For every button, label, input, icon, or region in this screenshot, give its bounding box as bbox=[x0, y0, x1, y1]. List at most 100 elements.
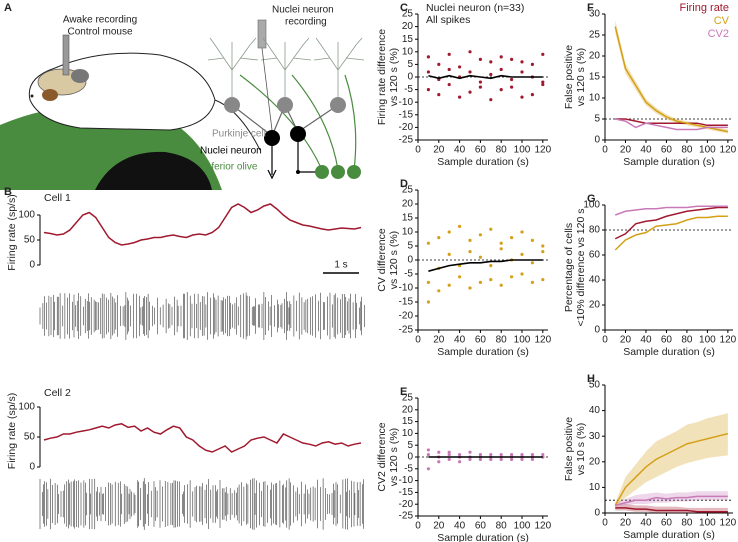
point bbox=[458, 224, 462, 228]
panel: H 0 10 20 30 40 50 0 20 40 60 80 100 120 Sample durati… bbox=[563, 373, 737, 541]
series-line bbox=[43, 423, 362, 453]
purkinje-cell bbox=[277, 97, 293, 113]
point bbox=[447, 453, 451, 457]
y-tick-label: 10 bbox=[589, 93, 601, 104]
y-tick-label: -20 bbox=[399, 122, 414, 133]
point bbox=[530, 93, 535, 97]
y-tick-label: -25 bbox=[399, 325, 414, 336]
panel-letter: A bbox=[4, 2, 12, 14]
x-tick-label: 20 bbox=[620, 335, 632, 346]
x-tick-label: 120 bbox=[534, 521, 551, 532]
y-tick-label: 30 bbox=[589, 9, 601, 20]
point bbox=[530, 457, 535, 461]
point bbox=[426, 300, 430, 304]
point bbox=[499, 283, 503, 287]
point bbox=[489, 60, 493, 64]
series-line bbox=[614, 26, 729, 133]
x-tick-label: 60 bbox=[475, 521, 487, 532]
y-axis-label: vs 120 s (%) bbox=[388, 48, 400, 106]
x-axis-label: Sample duration (s) bbox=[623, 156, 715, 168]
x-tick-label: 60 bbox=[661, 335, 673, 346]
legend-entry: CV2 bbox=[708, 28, 729, 40]
y-axis-label: CV2 difference bbox=[376, 422, 388, 491]
point bbox=[541, 80, 545, 84]
y-tick-label: 20 bbox=[589, 300, 601, 311]
point bbox=[499, 241, 503, 245]
y-tick-label: 40 bbox=[589, 405, 601, 416]
electrode-tip bbox=[261, 47, 273, 131]
x-tick-label: 20 bbox=[433, 335, 445, 346]
point bbox=[468, 50, 472, 54]
y-tick-label: 10 bbox=[589, 482, 601, 493]
x-axis-label: Sample duration (s) bbox=[437, 532, 529, 542]
point bbox=[468, 70, 472, 74]
mouse-tail bbox=[214, 99, 261, 151]
panel-letter: C bbox=[400, 2, 408, 14]
y-tick-label: 5 bbox=[407, 440, 413, 451]
y-tick-label: 0 bbox=[407, 255, 413, 266]
x-axis-label: Sample duration (s) bbox=[623, 529, 715, 541]
x-axis-label: Sample duration (s) bbox=[437, 156, 529, 168]
y-tick-label: -5 bbox=[404, 84, 413, 95]
dendrites bbox=[207, 37, 365, 100]
mouse-title: Control mouse bbox=[67, 27, 132, 38]
x-tick-label: 0 bbox=[602, 518, 608, 529]
point bbox=[468, 250, 472, 254]
y-axis-label: vs 120 s (%) bbox=[388, 428, 400, 486]
point bbox=[489, 453, 493, 457]
point bbox=[541, 52, 545, 56]
y-tick-label: 10 bbox=[402, 428, 414, 439]
point bbox=[530, 238, 535, 242]
olive-neuron bbox=[331, 165, 345, 179]
x-tick-label: 40 bbox=[454, 335, 466, 346]
y-tick-label: 0 bbox=[594, 325, 600, 336]
y-tick-label: 15 bbox=[402, 416, 414, 427]
y-tick-label: -5 bbox=[404, 463, 413, 474]
y-tick-label: 100 bbox=[18, 210, 35, 221]
point bbox=[489, 98, 493, 102]
y-axis-label: vs 120 s (%) bbox=[388, 231, 400, 289]
x-tick-label: 0 bbox=[602, 335, 608, 346]
y-tick-label: -20 bbox=[399, 499, 414, 510]
point bbox=[437, 236, 441, 240]
cell-label: Cell 1 bbox=[44, 192, 71, 204]
x-tick-label: 80 bbox=[496, 335, 508, 346]
y-tick-label: 15 bbox=[402, 34, 414, 45]
series-line bbox=[615, 118, 728, 131]
x-tick-label: 80 bbox=[681, 518, 693, 529]
point bbox=[458, 95, 462, 99]
point bbox=[468, 286, 472, 290]
y-tick-label: 10 bbox=[402, 227, 414, 238]
point bbox=[499, 453, 503, 457]
point bbox=[458, 453, 462, 457]
y-tick-label: 20 bbox=[589, 51, 601, 62]
x-axis-label: Sample duration (s) bbox=[437, 346, 529, 358]
y-tick-label: 20 bbox=[402, 21, 414, 32]
y-tick-label: 0 bbox=[29, 260, 35, 271]
y-axis-label: CV difference bbox=[376, 228, 388, 292]
series-line bbox=[43, 203, 362, 246]
point bbox=[520, 60, 524, 64]
x-tick-label: 100 bbox=[514, 335, 531, 346]
point bbox=[426, 88, 430, 92]
y-tick-label: 50 bbox=[24, 235, 36, 246]
point bbox=[447, 457, 451, 461]
panel-letter: D bbox=[400, 178, 408, 190]
y-tick-label: 100 bbox=[18, 402, 35, 413]
point bbox=[530, 280, 535, 284]
x-tick-label: 120 bbox=[720, 335, 737, 346]
y-tick-label: -25 bbox=[399, 135, 414, 146]
x-tick-label: 40 bbox=[640, 145, 652, 156]
x-tick-label: 100 bbox=[514, 521, 531, 532]
x-tick-label: 80 bbox=[496, 521, 508, 532]
point bbox=[541, 82, 545, 87]
series-line bbox=[615, 495, 728, 507]
point bbox=[510, 457, 514, 461]
x-tick-label: 120 bbox=[720, 518, 737, 529]
ear bbox=[42, 89, 58, 101]
point bbox=[447, 230, 451, 234]
series-line bbox=[614, 205, 728, 216]
spike-raster bbox=[39, 478, 364, 530]
